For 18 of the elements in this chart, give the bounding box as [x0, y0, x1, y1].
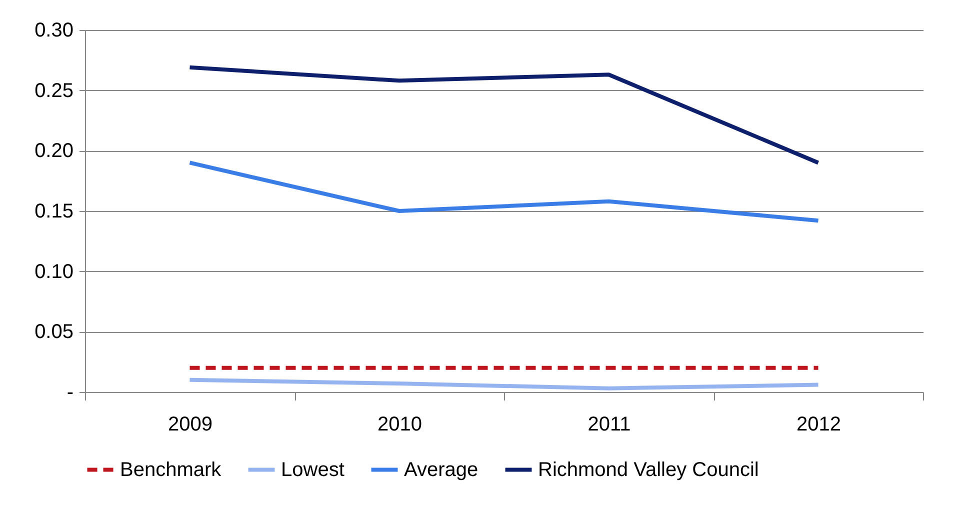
y-tick-label: 0.05 [34, 321, 74, 344]
line-series [188, 65, 820, 165]
y-tick-label: 0.15 [34, 200, 74, 222]
y-tick-label: 0.25 [34, 80, 74, 102]
legend-label: Average [404, 458, 478, 481]
legend-label: Lowest [281, 458, 345, 481]
line-series [188, 160, 820, 223]
y-tick-label: 0.10 [34, 260, 74, 283]
y-tick-label: - [66, 382, 74, 404]
line-series [188, 378, 820, 390]
x-tick-label: 2009 [168, 414, 212, 436]
x-tick-label: 2012 [796, 414, 841, 436]
x-tick-label: 2011 [588, 414, 631, 436]
y-tick-label: 0.30 [34, 20, 74, 42]
legend-label: Richmond Valley Council [538, 458, 759, 481]
x-tick-label: 2010 [378, 414, 422, 436]
legend-label: Benchmark [120, 458, 222, 481]
y-tick-label: 0.20 [34, 140, 74, 162]
